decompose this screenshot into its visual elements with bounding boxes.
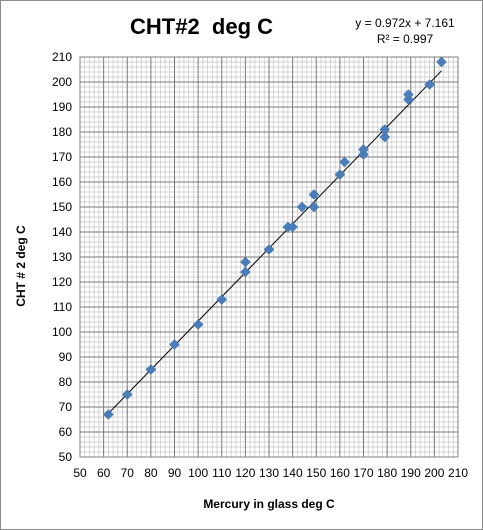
y-tick-label: 180 bbox=[52, 125, 72, 139]
y-tick-label: 110 bbox=[53, 300, 72, 314]
x-axis-tick-labels: 50 60 70 80 90 100 110 120 130 140 150 160 170 180 190… bbox=[73, 466, 468, 480]
data-point bbox=[308, 189, 320, 200]
trendline-r-squared: R² = 0.997 bbox=[376, 32, 434, 46]
x-tick-label: 160 bbox=[330, 466, 350, 480]
data-point bbox=[121, 389, 133, 400]
y-tick-label: 90 bbox=[59, 350, 73, 364]
data-point bbox=[240, 256, 251, 268]
x-tick-label: 170 bbox=[353, 466, 373, 480]
y-tick-label: 50 bbox=[59, 450, 73, 464]
data-point bbox=[334, 169, 346, 180]
x-tick-label: 70 bbox=[121, 466, 135, 480]
data-point bbox=[358, 144, 369, 155]
y-tick-label: 60 bbox=[59, 425, 73, 439]
x-tick-label: 190 bbox=[401, 466, 421, 480]
y-axis-tick-labels: 50 60 70 80 90 100 110 120 130 140 150 160 170 180 190… bbox=[52, 50, 72, 464]
data-point bbox=[192, 319, 204, 330]
data-point bbox=[379, 124, 391, 135]
x-axis-title: Mercury in glass deg C bbox=[203, 497, 335, 511]
x-tick-label: 120 bbox=[235, 466, 255, 480]
data-point bbox=[308, 201, 320, 213]
x-tick-label: 50 bbox=[73, 466, 87, 480]
data-point bbox=[145, 364, 157, 375]
y-tick-label: 170 bbox=[52, 150, 72, 164]
data-point bbox=[403, 89, 414, 100]
y-tick-label: 100 bbox=[52, 325, 72, 339]
y-axis-title: CHT # 2 deg C bbox=[14, 225, 28, 307]
x-tick-label: 180 bbox=[377, 466, 397, 480]
data-point bbox=[436, 56, 447, 68]
x-tick-label: 100 bbox=[188, 466, 208, 480]
x-tick-label: 90 bbox=[168, 466, 182, 480]
y-tick-label: 80 bbox=[59, 375, 73, 389]
data-point bbox=[287, 221, 298, 233]
data-point bbox=[102, 409, 114, 420]
x-tick-label: 210 bbox=[448, 466, 468, 480]
x-tick-label: 150 bbox=[306, 466, 326, 480]
y-tick-label: 210 bbox=[52, 50, 72, 64]
x-tick-label: 60 bbox=[97, 466, 111, 480]
x-tick-label: 80 bbox=[144, 466, 158, 480]
y-tick-label: 190 bbox=[52, 100, 72, 114]
trendline-equation: y = 0.972x + 7.161 bbox=[355, 16, 455, 30]
data-point bbox=[296, 201, 308, 213]
data-point bbox=[169, 339, 180, 350]
y-tick-label: 140 bbox=[52, 225, 72, 239]
plot-area-border bbox=[79, 56, 459, 458]
chart-title: CHT#2 deg C bbox=[130, 14, 274, 39]
y-tick-label: 150 bbox=[52, 200, 72, 214]
data-points bbox=[102, 56, 447, 420]
x-tick-label: 200 bbox=[424, 466, 444, 480]
y-tick-label: 200 bbox=[52, 75, 72, 89]
data-point bbox=[339, 156, 350, 168]
data-point bbox=[379, 131, 391, 143]
x-tick-label: 110 bbox=[212, 466, 231, 480]
y-tick-label: 120 bbox=[52, 275, 72, 289]
data-point bbox=[240, 266, 251, 278]
y-tick-label: 70 bbox=[59, 400, 73, 414]
y-tick-label: 130 bbox=[52, 250, 72, 264]
data-point bbox=[216, 294, 228, 305]
data-point bbox=[263, 244, 275, 255]
y-tick-label: 160 bbox=[52, 175, 72, 189]
x-tick-label: 130 bbox=[259, 466, 279, 480]
data-point bbox=[424, 79, 436, 90]
x-tick-label: 140 bbox=[283, 466, 303, 480]
